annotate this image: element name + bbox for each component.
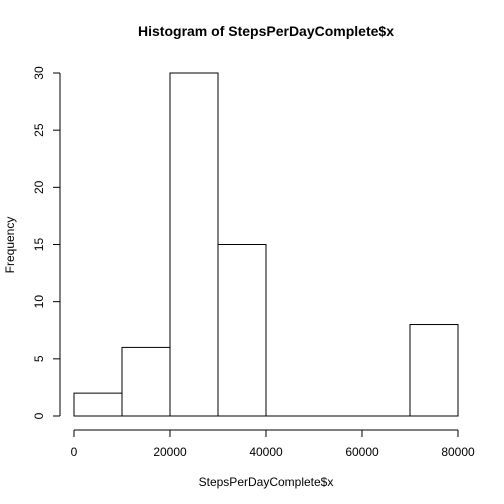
histogram-bar-2 bbox=[169, 72, 219, 417]
histogram-bar-0 bbox=[73, 392, 123, 417]
histogram-bar-3 bbox=[217, 244, 267, 417]
histogram-bar-7 bbox=[409, 324, 459, 417]
y-tick-label-1: 5 bbox=[32, 355, 46, 362]
x-axis: 0 20000 40000 60000 80000 bbox=[71, 429, 475, 459]
y-tick-label-4: 20 bbox=[32, 180, 46, 194]
x-axis-label: StepsPerDayComplete$x bbox=[199, 475, 334, 489]
x-tick-label-1: 20000 bbox=[153, 445, 187, 459]
bars-group bbox=[73, 72, 459, 417]
chart-title: Histogram of StepsPerDayComplete$x bbox=[138, 23, 394, 39]
y-axis: 0 5 10 15 20 25 30 bbox=[32, 66, 61, 419]
y-tick-label-5: 25 bbox=[32, 123, 46, 137]
y-axis-label: Frequency bbox=[3, 217, 17, 274]
histogram-bar-1 bbox=[121, 346, 171, 417]
x-tick-label-0: 0 bbox=[71, 445, 78, 459]
y-tick-label-2: 10 bbox=[32, 295, 46, 309]
y-tick-label-6: 30 bbox=[32, 66, 46, 80]
y-tick-label-0: 0 bbox=[32, 412, 46, 419]
y-tick-label-3: 15 bbox=[32, 238, 46, 252]
x-tick-label-3: 60000 bbox=[345, 445, 379, 459]
x-tick-label-4: 80000 bbox=[441, 445, 475, 459]
x-tick-label-2: 40000 bbox=[249, 445, 283, 459]
